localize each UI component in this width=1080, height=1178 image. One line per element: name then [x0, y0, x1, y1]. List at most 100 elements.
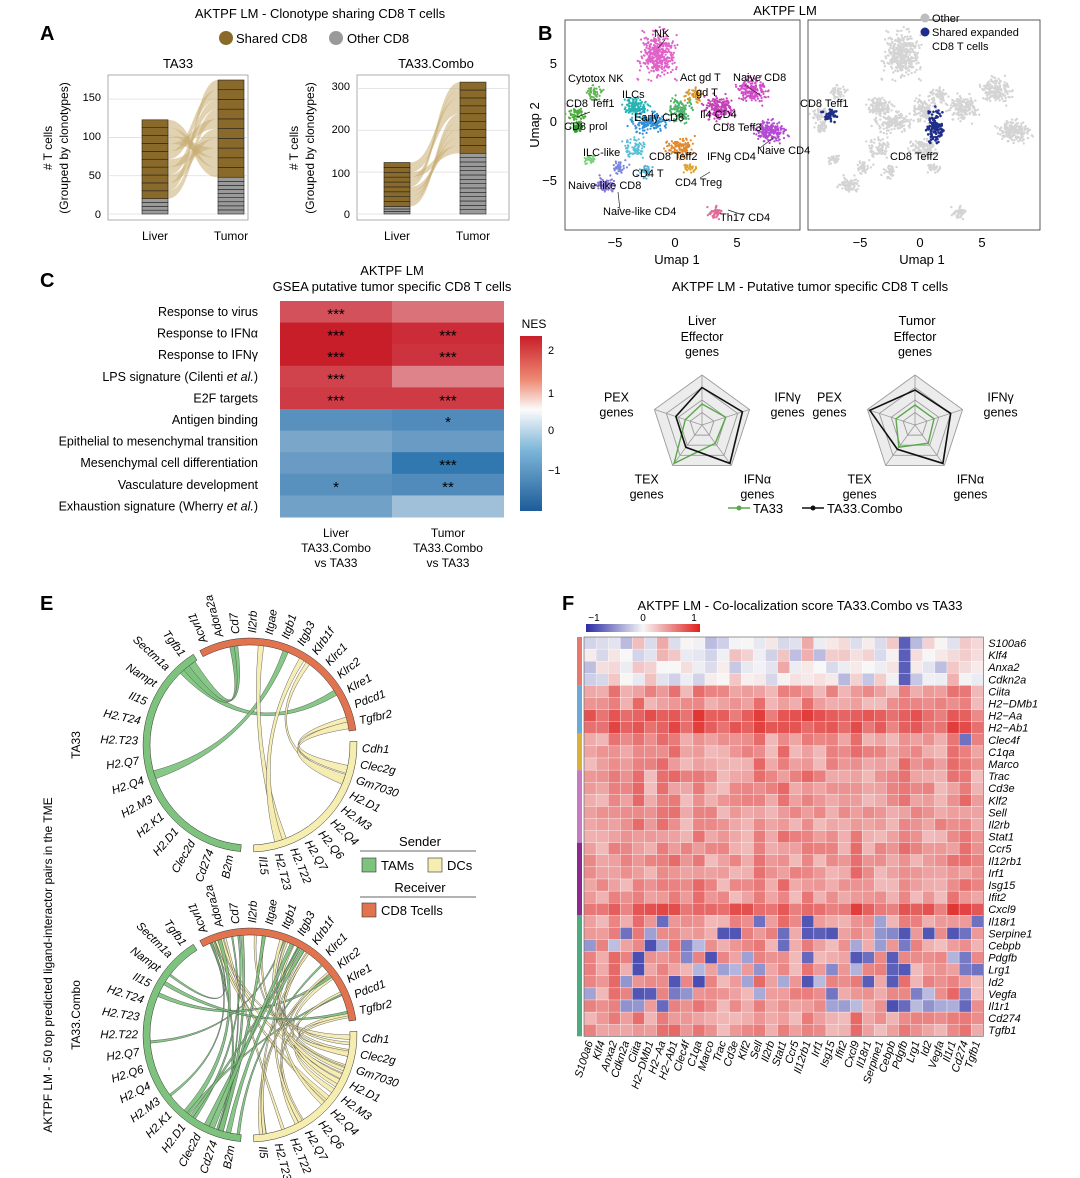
heatmap-cell	[874, 636, 887, 650]
umap-point	[715, 120, 718, 123]
umap-point-other	[824, 126, 828, 129]
umap-point-other	[881, 138, 884, 141]
umap-point-other	[1000, 97, 1004, 101]
heatmap-cell	[644, 648, 657, 662]
umap-point	[617, 161, 620, 164]
umap-point	[564, 112, 567, 115]
umap-point-other	[1005, 119, 1008, 123]
heatmap-cell	[680, 697, 694, 710]
umap-point-other	[969, 97, 972, 100]
umap-point-other	[936, 169, 939, 173]
umap-point-other	[892, 52, 896, 56]
umap-point-other	[882, 112, 886, 115]
heatmap-cell	[934, 721, 948, 734]
nes-tick-0: 0	[548, 425, 554, 437]
umap-point-other	[953, 212, 956, 216]
umap-point-other	[1026, 132, 1029, 135]
heatmap-cell	[680, 733, 694, 747]
umap-point-other	[1016, 136, 1020, 139]
heatmap-cell	[765, 721, 778, 734]
bar-segment-shared	[141, 127, 169, 136]
umap-point-other	[910, 144, 913, 148]
umap-point	[653, 110, 656, 113]
umap-point	[767, 128, 770, 131]
umap-point-other	[863, 161, 866, 164]
umap-point-other	[892, 60, 895, 63]
umap-point	[634, 111, 638, 114]
umap-point-other	[1002, 130, 1006, 133]
umap-point	[633, 146, 636, 149]
umap-point-other	[885, 156, 888, 159]
umap-point	[666, 145, 669, 148]
umap-point-other	[887, 145, 890, 149]
umap-point-other	[885, 144, 888, 147]
umap-point	[661, 48, 664, 51]
umap-point-other	[914, 140, 918, 143]
umap-point-shared	[827, 115, 831, 118]
radar-axis-label: genes	[599, 406, 633, 420]
umap-point	[580, 126, 584, 129]
umap-point-other	[928, 164, 931, 168]
umap-point	[759, 81, 762, 84]
umap-point-other	[925, 102, 928, 106]
umap-point-other	[861, 163, 864, 166]
radar-spoke	[701, 424, 732, 466]
umap-point-other	[1009, 121, 1013, 124]
umap-point-other	[877, 103, 880, 107]
umap-point	[743, 80, 746, 83]
umap-point	[727, 111, 730, 114]
umap-point	[668, 51, 671, 54]
umap-point-other	[884, 50, 887, 54]
heatmap-cell	[741, 636, 754, 650]
umap-point-other	[960, 100, 963, 104]
umap-point	[672, 141, 675, 145]
umap-point	[624, 159, 627, 162]
umap-point	[714, 95, 718, 98]
heatmap-cell	[789, 661, 802, 674]
umap-point	[746, 78, 749, 81]
umap-point	[652, 39, 655, 43]
umap-point-other	[1002, 99, 1005, 103]
umap-point-other	[908, 150, 911, 153]
umap-point-other	[812, 110, 815, 113]
umap-point-other	[1018, 131, 1022, 134]
umap-point	[656, 69, 659, 72]
umap-point-shared	[937, 134, 940, 138]
radar-axis-label: genes	[984, 406, 1018, 420]
umap-point	[628, 100, 631, 103]
heatmap-cell	[837, 697, 851, 710]
umap-point	[609, 184, 612, 187]
umap-point	[751, 97, 754, 100]
receptor-label: Cd7	[228, 612, 243, 635]
umap-point-other	[909, 51, 913, 54]
bar-segment-other	[459, 174, 487, 180]
umap-point-other	[896, 50, 900, 53]
heatmap-cell	[801, 648, 815, 662]
legend-shared-label: Shared CD8	[236, 31, 308, 46]
umap-point-other	[883, 65, 887, 68]
heatmap-cell	[280, 452, 392, 475]
bar-segment-other	[383, 206, 411, 210]
umap-point	[644, 62, 647, 65]
umap-point-other	[907, 66, 910, 70]
umap-point-other	[962, 105, 965, 109]
umap-point-other	[995, 86, 998, 90]
umap-point-shared	[941, 130, 944, 133]
umap-point	[656, 125, 659, 128]
heatmap-cell	[620, 745, 633, 759]
heatmap-cell	[583, 745, 597, 759]
umap-point-shared	[941, 128, 944, 131]
umap-point	[760, 96, 763, 100]
umap-point-other	[877, 108, 880, 111]
umap-point	[625, 166, 628, 169]
umap-point	[679, 120, 682, 123]
bar-segment-other	[459, 187, 487, 193]
heatmap-cell	[668, 745, 681, 759]
heatmap-cell	[971, 721, 984, 734]
heatmap-cell	[595, 685, 609, 698]
umap-point	[679, 106, 682, 109]
col1-line3: vs TA33	[315, 556, 358, 570]
umap-point	[645, 120, 648, 123]
heatmap-cell	[716, 721, 730, 734]
